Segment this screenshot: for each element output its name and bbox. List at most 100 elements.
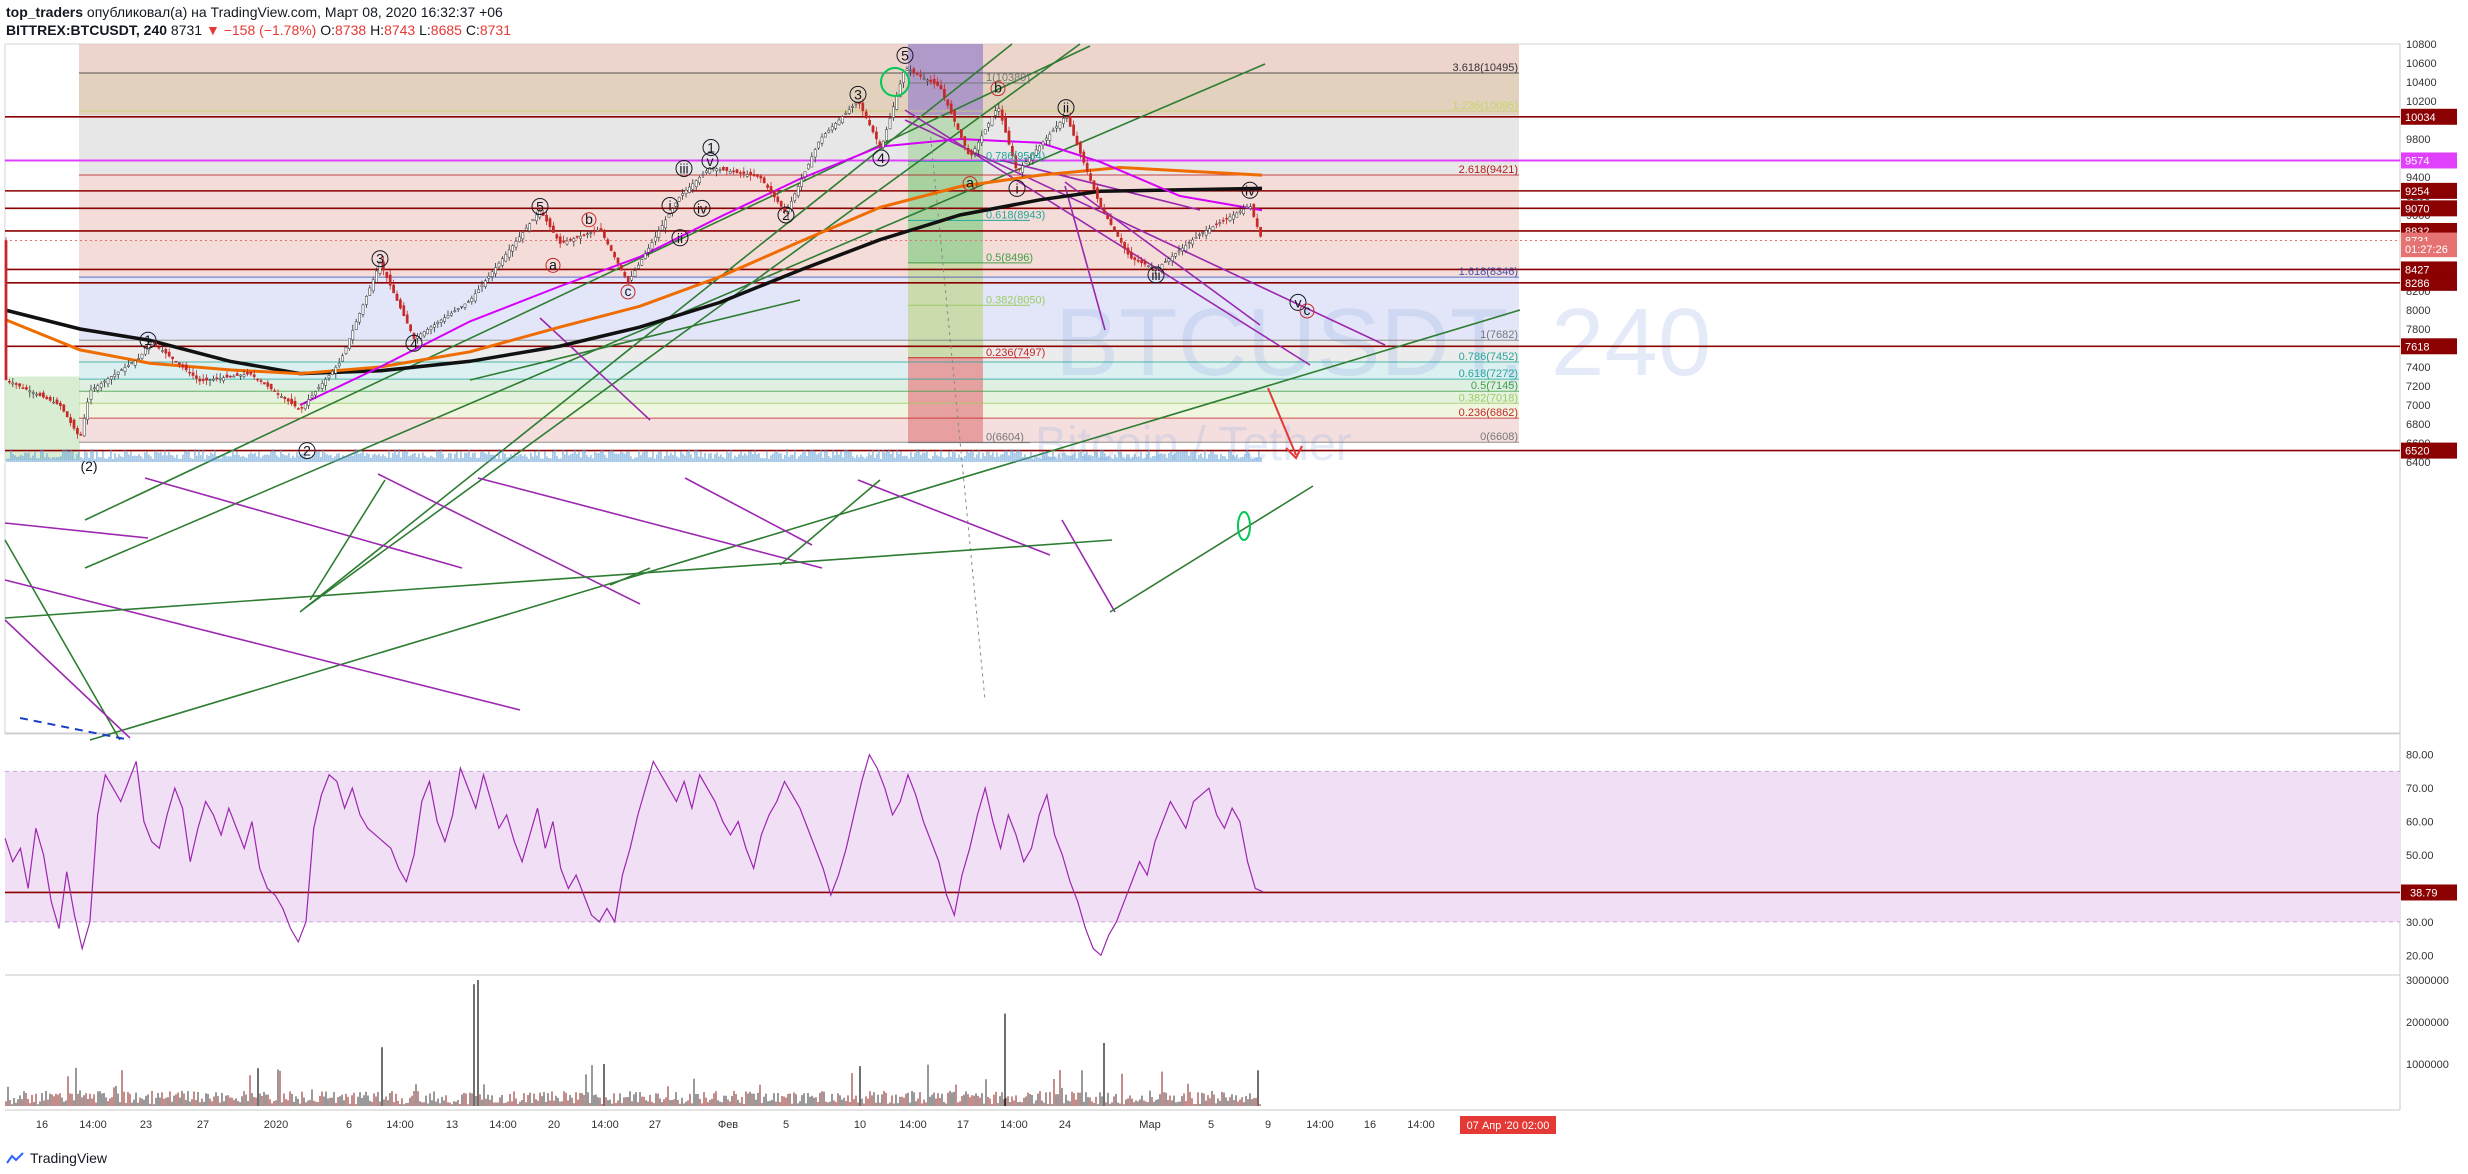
candle-body: [1208, 228, 1211, 234]
volume-bar-overlay: [960, 457, 962, 462]
volume-bar-overlay: [696, 449, 698, 462]
volume-bar-overlay: [84, 451, 86, 462]
volume-bar-overlay: [190, 458, 192, 462]
candle-body: [708, 167, 712, 174]
volume-bar-overlay: [1122, 457, 1124, 462]
price-badge-label: 7618: [2405, 341, 2429, 353]
volume-bar-overlay: [446, 457, 448, 462]
volume-bar-overlay: [790, 454, 792, 462]
volume-pane[interactable]: 1000000 2000000 3000000: [5, 975, 2449, 1106]
author-name[interactable]: top_traders: [6, 4, 84, 20]
volume-bar-overlay: [1074, 452, 1076, 462]
volume-bar-overlay: [1046, 452, 1048, 462]
wave-circle: [693, 199, 711, 217]
candle-body: [511, 245, 514, 252]
volume-bar-overlay: [1252, 458, 1254, 462]
price-tick-label: 9400: [2406, 172, 2430, 184]
candle-body: [399, 299, 402, 309]
volume-bar-overlay: [850, 451, 852, 462]
candle-body: [1238, 210, 1242, 213]
candle-body: [1024, 161, 1028, 164]
symbol-name[interactable]: BITTREX:BTCUSDT, 240: [6, 22, 168, 38]
time-tick-label: 27: [649, 1119, 661, 1131]
volume-bar-overlay: [122, 457, 124, 462]
rsi-trend-line: [1061, 519, 1116, 613]
volume-bar-overlay: [616, 453, 618, 462]
volume-bar-overlay: [472, 452, 474, 462]
candle-body: [759, 175, 763, 179]
watermark-name: Bitcoin / Tether: [1035, 418, 1352, 471]
candle-body: [616, 257, 620, 264]
volume-bar-overlay: [216, 455, 218, 462]
candle-body: [426, 329, 429, 335]
candle-body: [756, 174, 759, 177]
candle-body: [623, 271, 627, 277]
time-axis[interactable]: 16 14:00 23 27 2020 6 14:00 13 14:00 20 14:00 27 Фев…: [36, 1116, 1556, 1134]
candle-body: [864, 111, 868, 119]
volume-bar-overlay: [430, 455, 432, 462]
ma-100-orange: [4, 165, 1263, 376]
candle-body: [766, 184, 769, 188]
tradingview-brand[interactable]: TradingView: [6, 1150, 107, 1166]
time-tick-label: 14:00: [1407, 1119, 1435, 1131]
price-tick-label: 10600: [2406, 58, 2437, 70]
volume-bar-overlay: [106, 458, 108, 462]
candle-body: [633, 270, 637, 277]
volume-bar-overlay: [498, 449, 500, 462]
zone-red: [79, 418, 1519, 443]
volume-bar-overlay: [1114, 454, 1116, 462]
volume-bar-overlay: [342, 455, 344, 462]
wave-circle: [702, 139, 720, 157]
rsi-trend-line: [477, 477, 823, 569]
volume-bar-overlay: [1118, 450, 1120, 462]
volume-bar-overlay: [1178, 450, 1180, 462]
fib-label: 0.618(7272): [1459, 368, 1518, 380]
candle-body: [800, 178, 803, 187]
candle-body: [705, 170, 708, 173]
volume-bar-overlay: [672, 455, 674, 462]
volume-bar-overlay: [1082, 455, 1084, 462]
candle-body: [218, 377, 222, 380]
volume-bar-overlay: [160, 452, 162, 462]
volume-bar-overlay: [588, 457, 590, 462]
volume-bar-overlay: [694, 449, 696, 462]
candle-body: [1133, 257, 1137, 261]
volume-bar-overlay: [554, 449, 556, 462]
candle-body: [973, 148, 977, 153]
volume-bar-overlay: [744, 453, 746, 462]
volume-bar-overlay: [734, 455, 736, 462]
candle-body: [477, 289, 480, 293]
volume-bar-overlay: [100, 457, 102, 462]
candle-body: [888, 117, 892, 130]
candle-body: [504, 254, 508, 262]
volume-bar-overlay: [1106, 456, 1108, 462]
candle-body: [11, 382, 15, 385]
volume-bar-overlay: [712, 458, 714, 462]
volume-bar-overlay: [602, 450, 604, 462]
volume-bar-overlay: [956, 458, 958, 462]
volume-bar-overlay: [86, 452, 88, 462]
candle-body: [752, 173, 756, 177]
candle-body: [354, 321, 358, 330]
volume-bar-overlay: [376, 455, 378, 462]
candle-body: [694, 180, 698, 187]
trend-line: [4, 539, 121, 741]
volume-bar-overlay: [698, 456, 700, 462]
volume-bar-overlay: [424, 455, 426, 462]
fib-label: 0(6608): [1480, 431, 1518, 443]
volume-bar-overlay: [1124, 458, 1126, 462]
volume-bar-overlay: [992, 452, 994, 462]
volume-bar-overlay: [1258, 451, 1260, 462]
wave-circle: [701, 152, 719, 170]
volume-bar-overlay: [690, 454, 692, 462]
wave-label: b: [585, 211, 593, 227]
candle-body: [970, 150, 973, 156]
volume-bar-overlay: [1218, 458, 1220, 462]
volume-bar-overlay: [610, 449, 612, 462]
volume-bar-overlay: [804, 449, 806, 462]
candle-body: [266, 382, 270, 387]
volume-bar-overlay: [1210, 450, 1212, 462]
candle-body: [280, 396, 283, 398]
